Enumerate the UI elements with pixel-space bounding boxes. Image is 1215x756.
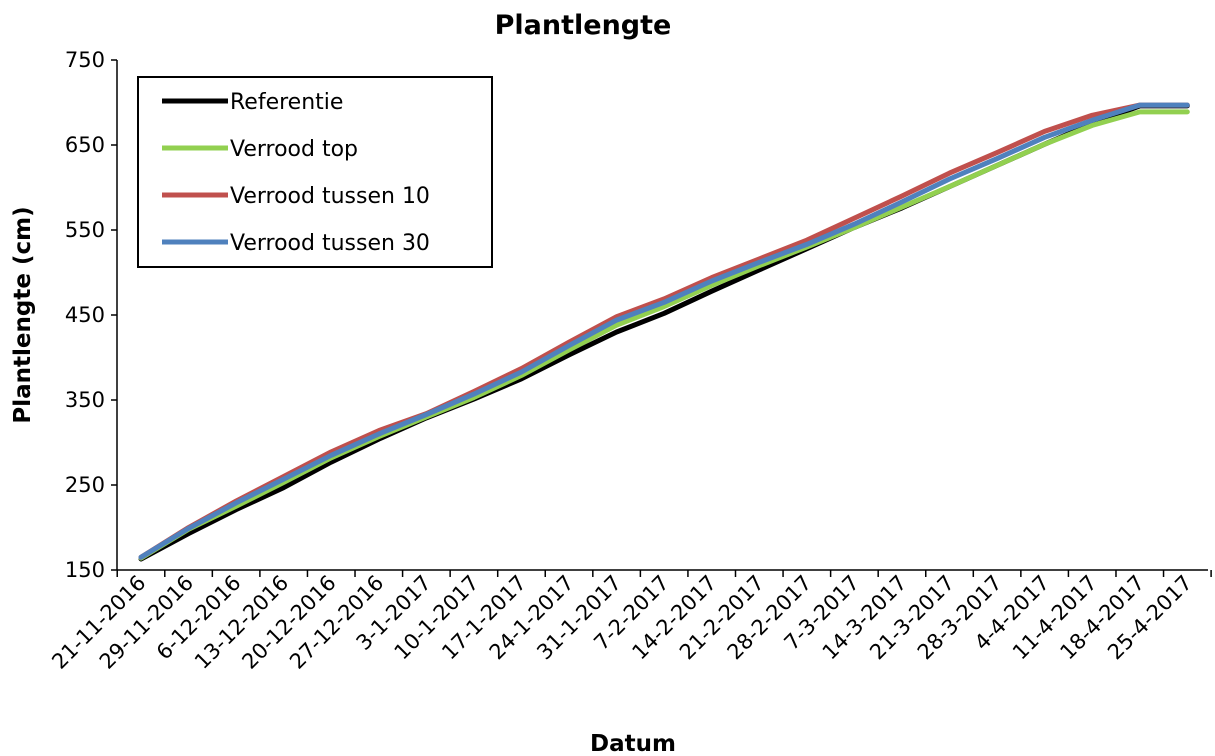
y-tick-label: 350 xyxy=(65,388,105,412)
legend-label-verrood-top: Verrood top xyxy=(230,137,358,162)
y-axis-title: Plantlengte (cm) xyxy=(10,206,36,423)
y-tick-label: 250 xyxy=(65,473,105,497)
plot-area xyxy=(138,102,1190,562)
legend-box xyxy=(137,76,493,268)
y-tick-label: 450 xyxy=(65,303,105,327)
legend-label-verrood-tussen-30: Verrood tussen 30 xyxy=(230,231,430,256)
y-tick-label: 750 xyxy=(65,48,105,72)
legend-label-referentie: Referentie xyxy=(230,90,343,115)
x-axis-title: Datum xyxy=(590,731,676,756)
series-line-verrood-tussen-30 xyxy=(138,102,1190,560)
series-line-verrood-tussen-10 xyxy=(138,102,1190,560)
y-tick-label: 150 xyxy=(65,558,105,582)
y-tick-label: 550 xyxy=(65,218,105,242)
legend-label-verrood-tussen-10: Verrood tussen 10 xyxy=(230,184,430,209)
legend: Referentie Verrood top Verrood tussen 10 Ve… xyxy=(137,76,493,268)
chart-title: Plantlengte xyxy=(495,10,672,41)
y-tick-label: 650 xyxy=(65,133,105,157)
